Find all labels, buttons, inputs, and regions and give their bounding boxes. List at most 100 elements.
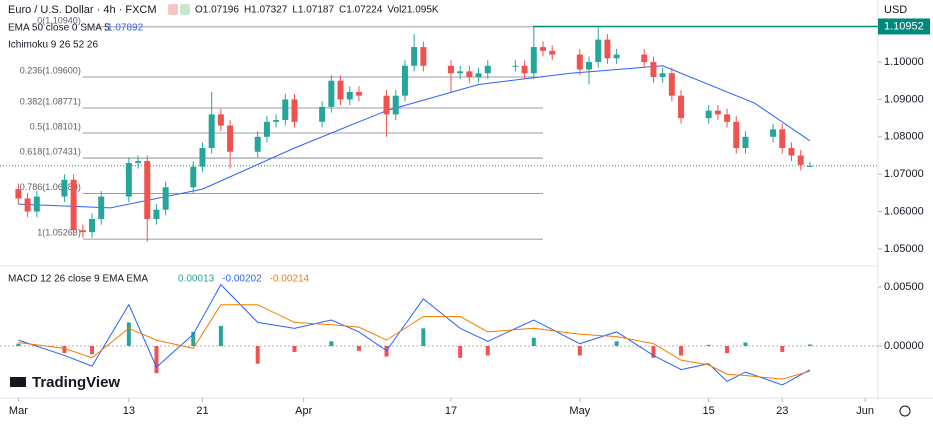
histogram-bar (725, 346, 730, 354)
candle-body (613, 54, 620, 59)
buy-badge[interactable] (180, 4, 190, 15)
macd-line (18, 304, 811, 380)
candle-body (392, 95, 399, 115)
fib-label: 0.5(1.08101) (30, 121, 81, 131)
price-label: 1.10952 (884, 20, 924, 32)
candle-body (263, 121, 270, 137)
candle-body (576, 54, 583, 70)
candle-body (162, 187, 169, 210)
histogram-bar (421, 328, 426, 347)
x-tick-label: 21 (196, 405, 208, 417)
histogram-bar (255, 346, 260, 364)
candle-body (549, 50, 556, 55)
x-tick-label: Apr (295, 405, 312, 417)
y-tick-label: 1.10000 (884, 56, 924, 68)
symbol-title: Euro / U.S. Dollar · 4h · FXCM (8, 4, 157, 16)
candle-body (190, 166, 197, 188)
quote-value: H1.07327 (244, 5, 288, 16)
candle-body (24, 198, 31, 212)
brand: TradingView (32, 374, 120, 391)
histogram-bar (62, 346, 67, 354)
macd-label: MACD 12 26 close 9 EMA EMA (8, 274, 148, 285)
candle-body (411, 47, 418, 66)
candle-body (135, 161, 142, 163)
candle-body (521, 65, 528, 74)
candle-body (79, 230, 86, 233)
currency: USD (884, 4, 907, 16)
macd-line (18, 283, 811, 386)
histogram-bar (485, 346, 490, 356)
x-tick-label: May (569, 405, 590, 417)
candle-body (33, 196, 40, 212)
fib-label: 1(1.05263) (37, 227, 81, 237)
settings-icon[interactable] (899, 405, 911, 417)
candle-body (337, 80, 344, 100)
candle-body (61, 179, 68, 197)
histogram-bar (706, 344, 711, 347)
candle-body (254, 136, 261, 152)
candle-body (595, 39, 602, 63)
price-label-box (878, 18, 930, 35)
histogram-bar (16, 343, 21, 347)
candle-body (539, 47, 546, 51)
fib-label: 0.618(1.07431) (20, 146, 81, 156)
histogram-bar (614, 341, 619, 347)
candle-body (227, 125, 234, 152)
y-tick-label: 1.06000 (884, 205, 924, 217)
histogram-bar (329, 341, 334, 347)
histogram-bar (218, 325, 223, 347)
ichimoku-label: Ichimoku 9 26 52 26 (8, 40, 98, 51)
header: Euro / U.S. Dollar · 4h · FXCM (8, 4, 190, 16)
candle-body (328, 80, 335, 107)
candle-body (89, 219, 96, 233)
x-tick-label: Jun (856, 405, 874, 417)
candle-body (466, 71, 473, 77)
candle-body (668, 73, 675, 96)
histogram-bar (743, 342, 748, 347)
candle-body (733, 121, 740, 149)
histogram-bar (126, 322, 131, 347)
y-tick-label: 1.07000 (884, 168, 924, 180)
candle-body (530, 47, 537, 74)
candle-body (208, 114, 215, 149)
candle-body (512, 65, 519, 67)
candle-body (484, 65, 491, 74)
histogram-bar (292, 346, 297, 352)
ema-value: 1.07892 (107, 23, 144, 34)
ema-label: EMA 50 close 0 SMA 5 (8, 23, 110, 34)
candle-body (153, 209, 160, 220)
legend-value: -0.00214 (270, 274, 310, 285)
y-tick-label: 1.08000 (884, 131, 924, 143)
x-tick-label: 23 (776, 405, 788, 417)
quote-value: O1.07196 (195, 5, 239, 16)
candle-body (678, 95, 685, 119)
candle-body (273, 119, 280, 122)
histogram-bar (780, 346, 785, 352)
x-tick-label: 15 (703, 405, 715, 417)
candle-body (199, 148, 206, 167)
candle-body (659, 73, 666, 77)
candle-body (724, 114, 731, 122)
candle-body (475, 73, 482, 77)
fib-label: 0.786(1.06480) (20, 182, 81, 192)
y-tick-label: 1.05000 (884, 243, 924, 255)
logo-mark (10, 377, 26, 387)
candle-body (457, 71, 464, 74)
candle-body (447, 65, 454, 74)
candle-body (383, 95, 390, 115)
x-tick-label: 13 (123, 405, 135, 417)
histogram-bar (651, 346, 656, 358)
candle-body (346, 91, 353, 100)
candle-body (144, 161, 151, 220)
candle-body (586, 62, 593, 70)
histogram-bar (458, 346, 463, 358)
y-tick-label: 1.09000 (884, 93, 924, 105)
candle-body (15, 189, 22, 199)
legend-value: 0.00013 (178, 274, 215, 285)
sell-badge[interactable] (168, 4, 178, 15)
brand-logo: TradingView (10, 374, 120, 391)
histogram-bar (191, 331, 196, 347)
candle-body (742, 136, 749, 149)
